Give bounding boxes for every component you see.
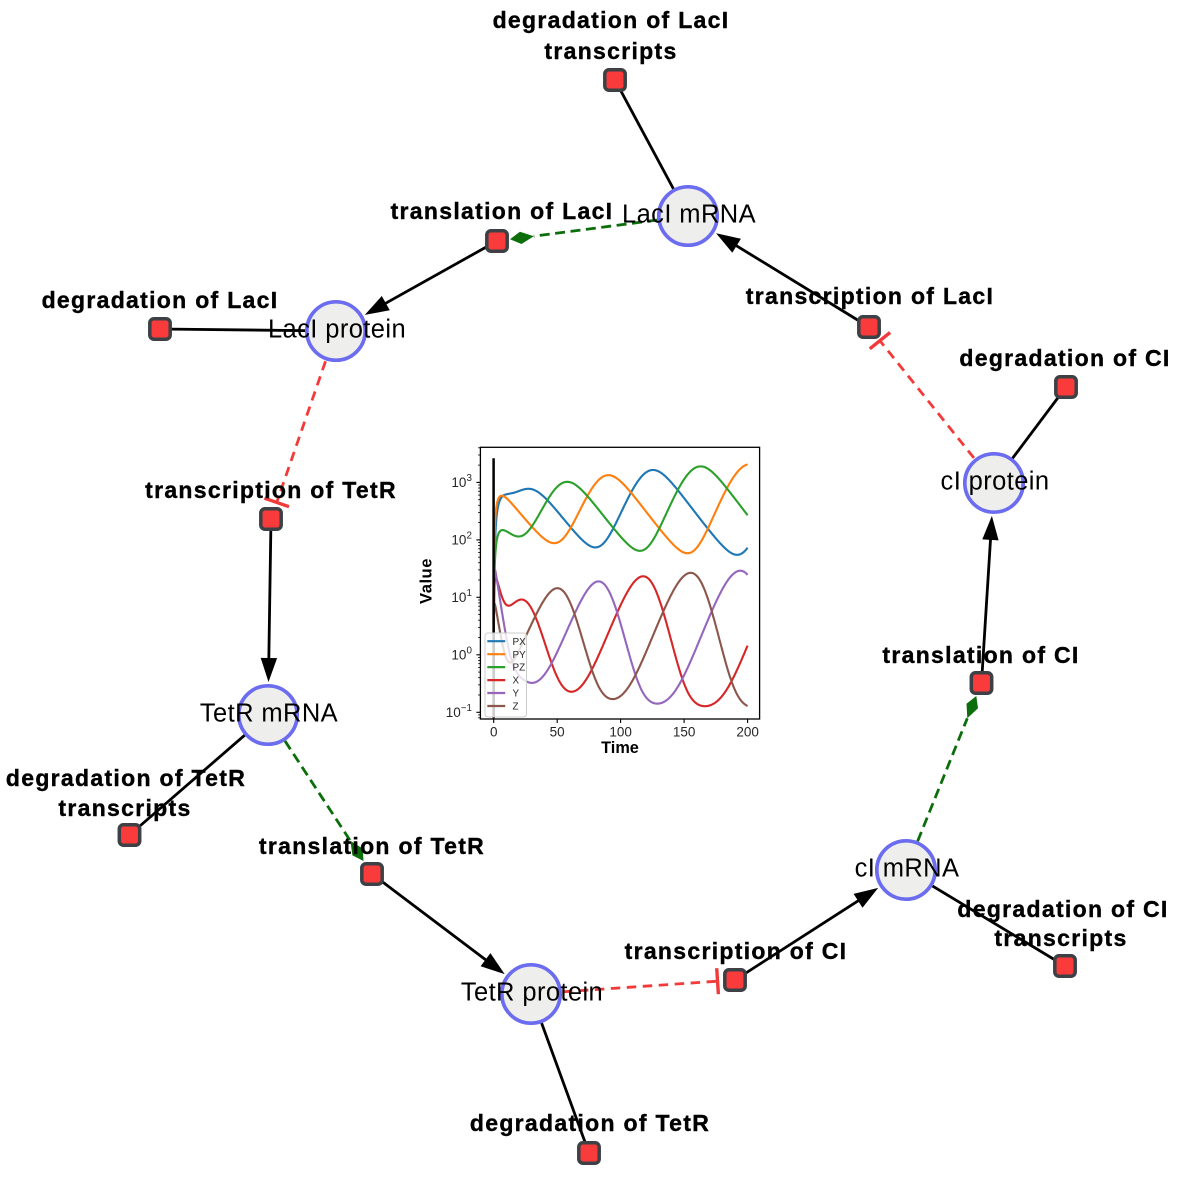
- svg-text:101: 101: [451, 588, 471, 605]
- svg-text:Y: Y: [513, 689, 520, 700]
- svg-text:150: 150: [673, 725, 696, 740]
- svg-text:Time: Time: [601, 739, 639, 757]
- svg-text:Z: Z: [513, 702, 519, 713]
- svg-text:PX: PX: [513, 637, 527, 648]
- svg-text:transcripts: transcripts: [58, 795, 191, 821]
- svg-text:transcription of LacI: transcription of LacI: [746, 283, 994, 309]
- svg-text:degradation of LacI: degradation of LacI: [42, 287, 279, 313]
- svg-text:translation of LacI: translation of LacI: [391, 198, 614, 224]
- svg-text:LacI mRNA: LacI mRNA: [622, 201, 756, 229]
- svg-text:50: 50: [550, 725, 565, 740]
- svg-text:103: 103: [451, 473, 472, 490]
- svg-text:degradation of CI: degradation of CI: [959, 345, 1170, 371]
- svg-text:cI protein: cI protein: [941, 468, 1050, 496]
- svg-text:cI mRNA: cI mRNA: [855, 855, 960, 883]
- svg-text:translation of CI: translation of CI: [882, 642, 1079, 668]
- svg-text:Value: Value: [417, 558, 436, 604]
- svg-text:TetR mRNA: TetR mRNA: [200, 700, 338, 728]
- svg-text:translation of TetR: translation of TetR: [259, 833, 485, 859]
- svg-text:100: 100: [609, 725, 632, 740]
- svg-text:degradation of LacI: degradation of LacI: [493, 7, 730, 33]
- svg-text:PY: PY: [513, 650, 527, 661]
- svg-text:degradation of TetR: degradation of TetR: [6, 765, 246, 791]
- svg-text:degradation of TetR: degradation of TetR: [470, 1110, 710, 1136]
- svg-text:transcripts: transcripts: [544, 38, 677, 64]
- svg-text:transcription of TetR: transcription of TetR: [145, 477, 397, 503]
- svg-text:PZ: PZ: [513, 663, 526, 674]
- svg-text:TetR protein: TetR protein: [461, 979, 603, 1007]
- svg-text:100: 100: [451, 646, 472, 663]
- svg-text:degradation of CI: degradation of CI: [957, 896, 1168, 922]
- svg-text:102: 102: [451, 531, 471, 548]
- svg-text:200: 200: [736, 725, 759, 740]
- svg-text:LacI protein: LacI protein: [268, 316, 406, 344]
- svg-text:X: X: [513, 676, 520, 687]
- svg-text:10−1: 10−1: [446, 703, 472, 720]
- svg-text:0: 0: [490, 725, 498, 740]
- svg-text:transcripts: transcripts: [994, 925, 1127, 951]
- svg-text:transcription of CI: transcription of CI: [625, 938, 848, 964]
